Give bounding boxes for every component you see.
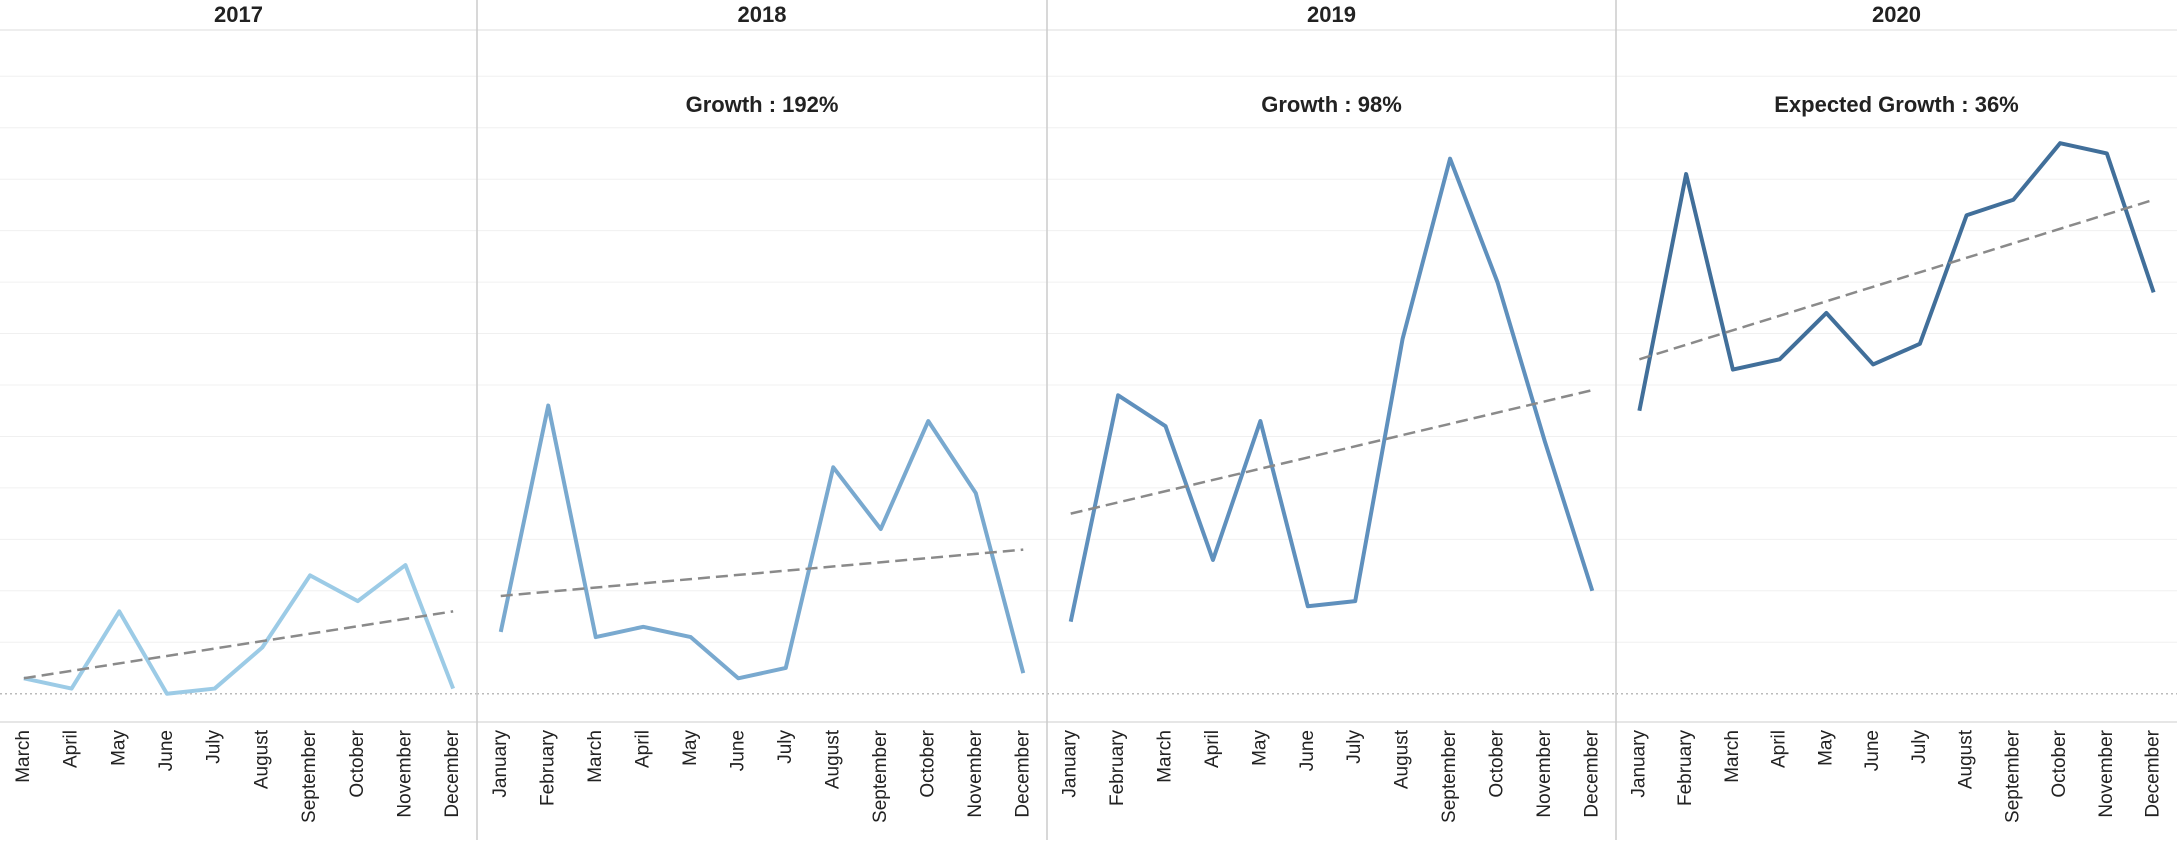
trend-line <box>1070 388 1593 515</box>
x-tick-label: December <box>1581 729 1602 817</box>
x-tick-label: November <box>394 729 415 817</box>
x-tick-label: August <box>251 729 272 789</box>
x-tick-label: September <box>299 729 320 823</box>
panel-title: 2018 <box>738 2 787 27</box>
x-tick-label: January <box>1060 730 1081 798</box>
x-tick-label: October <box>347 729 368 797</box>
x-tick-label: June <box>156 730 177 771</box>
x-tick-label: April <box>1769 730 1790 768</box>
x-tick-label: April <box>61 730 82 768</box>
x-tick-label: May <box>680 730 701 766</box>
x-tick-label: March <box>1155 730 1176 783</box>
x-tick-label: August <box>822 729 843 789</box>
x-tick-label: July <box>775 730 796 764</box>
x-tick-label: March <box>585 730 606 783</box>
x-tick-label: June <box>1297 730 1318 771</box>
x-tick-label: December <box>1012 729 1033 817</box>
x-tick-label: October <box>1486 729 1507 797</box>
annotation: Growth : 192% <box>686 92 839 117</box>
x-tick-label: February <box>1107 730 1128 807</box>
annotation: Growth : 98% <box>1261 92 1402 117</box>
trend-line <box>1639 198 2154 361</box>
x-tick-label: March <box>13 730 34 783</box>
x-tick-label: May <box>1249 730 1270 766</box>
x-tick-label: April <box>1202 730 1223 768</box>
x-tick-label: November <box>965 729 986 817</box>
x-tick-label: January <box>490 730 511 798</box>
trend-line <box>23 610 454 680</box>
x-tick-label: October <box>2049 729 2070 797</box>
x-tick-label: May <box>108 730 129 766</box>
x-tick-label: April <box>632 730 653 768</box>
x-tick-label: November <box>1534 729 1555 817</box>
x-tick-label: June <box>727 730 748 771</box>
panel-title: 2020 <box>1872 2 1921 27</box>
panel-title: 2019 <box>1307 2 1356 27</box>
x-tick-label: September <box>870 729 891 823</box>
x-tick-label: February <box>537 730 558 807</box>
x-tick-label: February <box>1675 730 1696 807</box>
x-tick-label: September <box>1439 729 1460 823</box>
x-tick-label: January <box>1628 730 1649 798</box>
series-line <box>23 563 456 696</box>
x-tick-label: July <box>1344 730 1365 764</box>
x-tick-label: August <box>1956 729 1977 789</box>
annotation: Expected Growth : 36% <box>1774 92 2019 117</box>
series-line <box>498 403 1026 681</box>
trend-line <box>500 548 1024 598</box>
x-tick-label: August <box>1392 729 1413 789</box>
x-tick-label: November <box>2096 729 2117 817</box>
x-tick-label: May <box>1815 730 1836 766</box>
series-line <box>1068 156 1595 623</box>
x-tick-label: October <box>917 729 938 797</box>
series-line <box>1637 141 2156 412</box>
x-tick-label: September <box>2002 729 2023 823</box>
x-tick-label: July <box>1909 730 1930 764</box>
x-tick-label: December <box>442 729 463 817</box>
x-tick-label: July <box>204 730 225 764</box>
x-tick-label: June <box>1862 730 1883 771</box>
panel-title: 2017 <box>214 2 263 27</box>
x-tick-label: December <box>2143 729 2164 817</box>
x-tick-label: March <box>1722 730 1743 783</box>
